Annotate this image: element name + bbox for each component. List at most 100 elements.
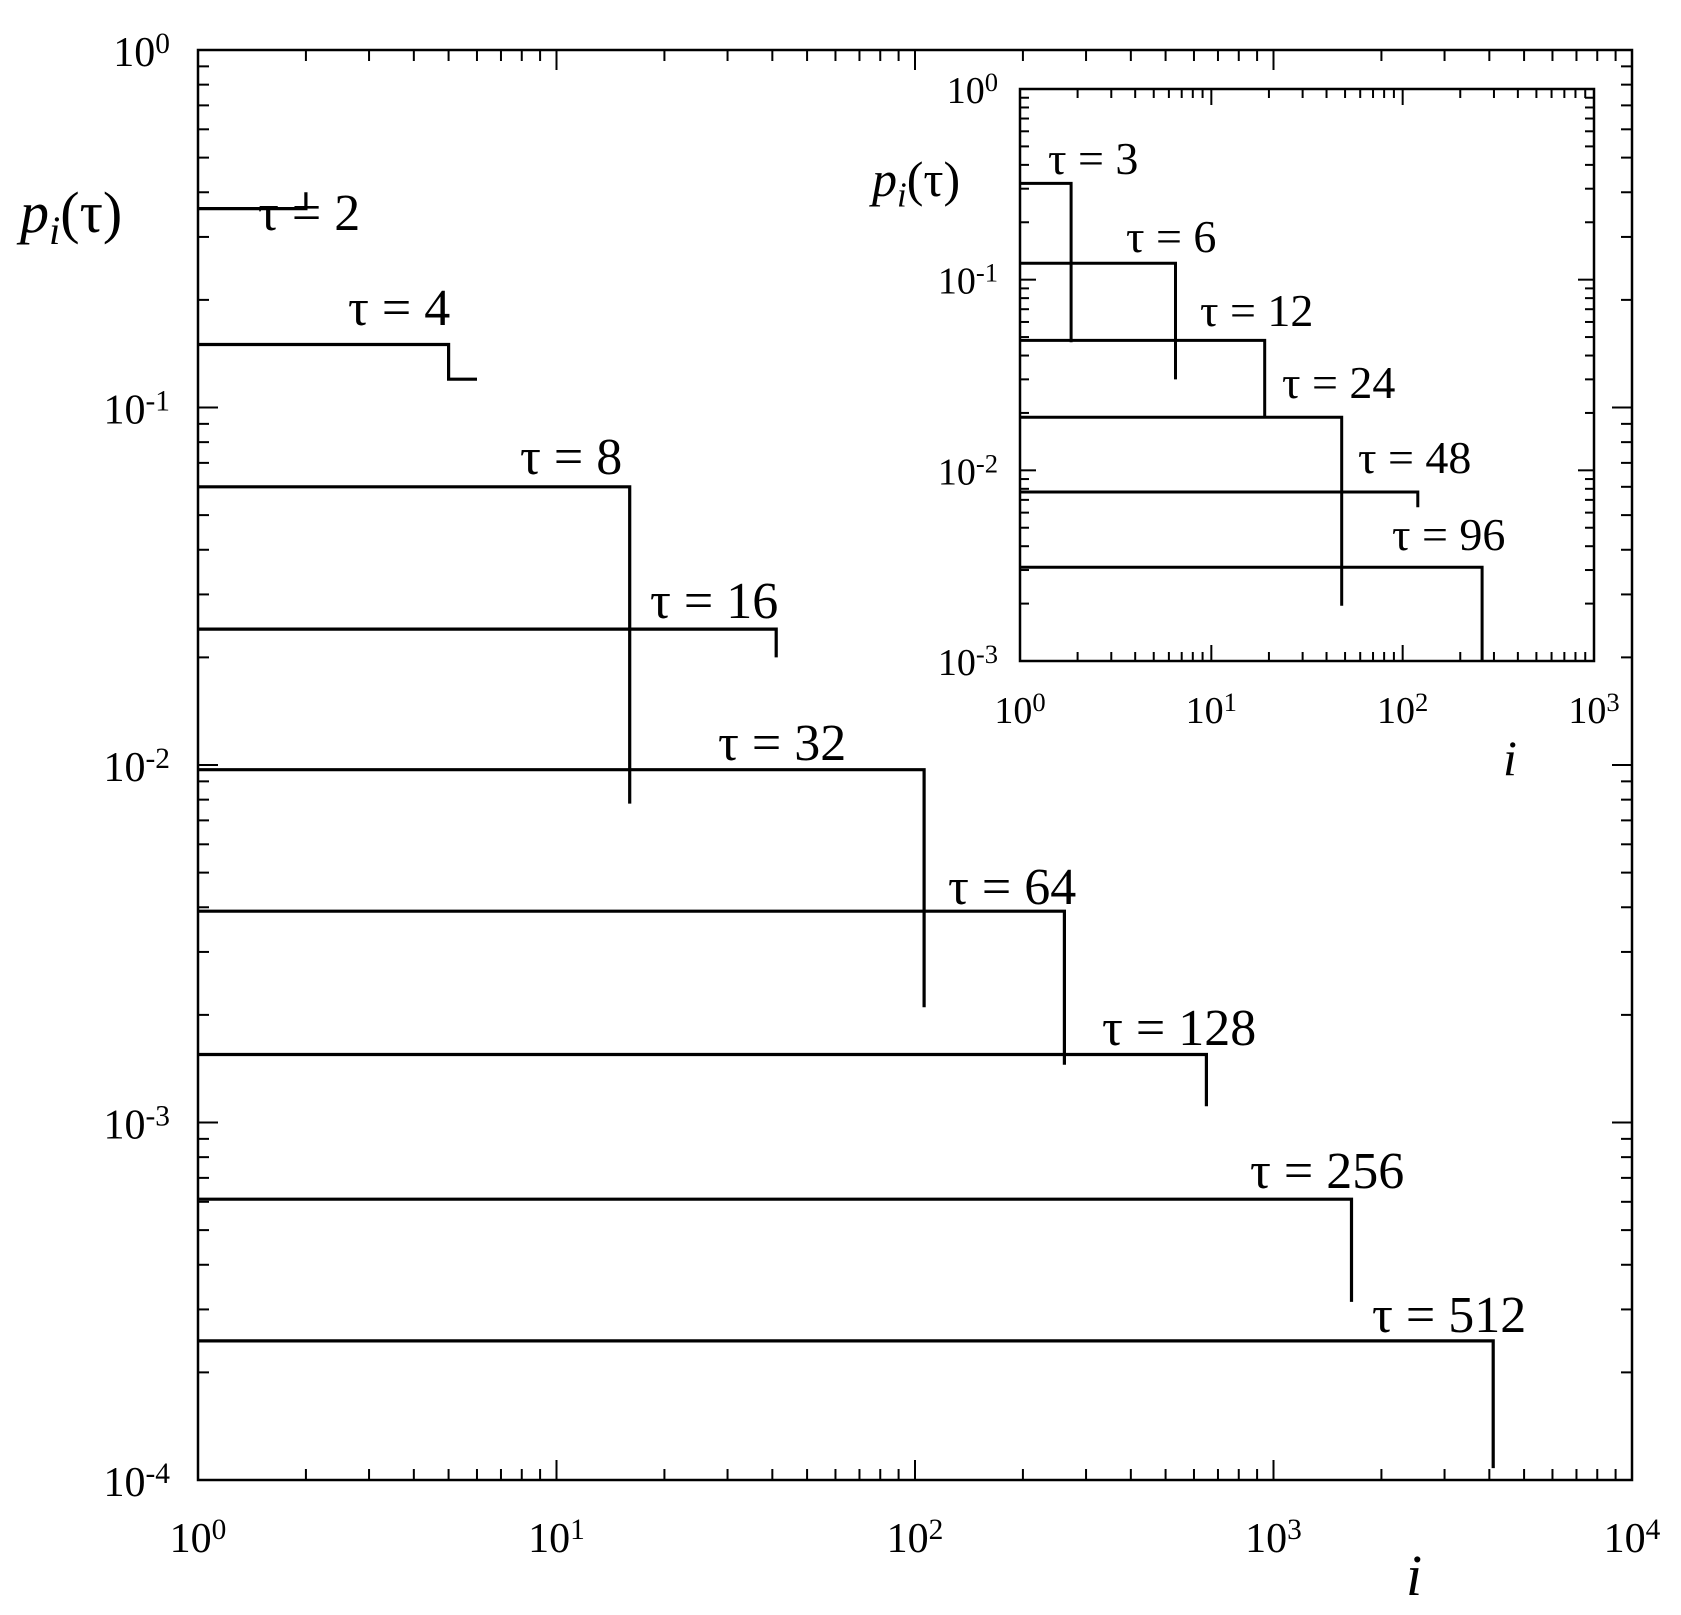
y-axis-title-main: p [869, 151, 897, 207]
series-label-8: τ = 256 [1250, 1143, 1404, 1200]
series-line-3 [198, 485, 632, 804]
y-tick-label: 10-2 [938, 448, 998, 493]
x-tick-label: 101 [1186, 687, 1237, 732]
y-tick-label-base: 10 [938, 451, 976, 493]
series-line-7 [198, 1052, 1208, 1107]
x-tick-label-exponent: 1 [570, 1514, 585, 1546]
x-tick-label-exponent: 3 [1287, 1514, 1302, 1546]
y-axis-title-subscript: i [49, 208, 60, 253]
series-label-7: τ = 128 [1102, 1000, 1256, 1057]
x-tick-label: 102 [887, 1514, 944, 1562]
series-label-3: τ = 12 [1200, 285, 1313, 336]
x-tick-label-base: 10 [887, 1516, 929, 1562]
x-tick-label-exponent: 0 [212, 1514, 227, 1546]
y-tick-label-exponent: -4 [146, 1458, 171, 1490]
y-axis-title-subscript: i [897, 176, 907, 215]
x-tick-label: 101 [528, 1514, 585, 1562]
y-tick-label-base: 10 [104, 745, 146, 791]
series-label-5: τ = 32 [718, 715, 846, 772]
y-tick-label-base: 10 [938, 642, 976, 684]
x-tick-label-exponent: 3 [1606, 687, 1619, 717]
y-axis-title-tail: (τ) [907, 151, 960, 207]
series-label-5: τ = 48 [1358, 432, 1471, 483]
series-line-3 [1020, 338, 1267, 418]
series-label-6: τ = 64 [948, 859, 1076, 916]
x-tick-label: 103 [1245, 1514, 1302, 1562]
x-tick-label-exponent: 0 [1032, 687, 1045, 717]
x-axis-title: i [1406, 1543, 1422, 1608]
y-tick-label-base: 10 [104, 1460, 146, 1506]
x-tick-label-exponent: 2 [929, 1514, 944, 1546]
x-tick-label: 104 [1604, 1514, 1661, 1562]
x-tick-label-base: 10 [170, 1516, 212, 1562]
y-tick-label: 10-1 [938, 258, 998, 303]
x-tick-label-base: 10 [994, 690, 1032, 732]
series-line-8 [198, 1197, 1354, 1302]
x-tick-label-base: 10 [1568, 690, 1606, 732]
x-tick-label-exponent: 4 [1646, 1514, 1661, 1546]
y-tick-label: 10-2 [104, 743, 170, 791]
inset-ticks [1019, 88, 1595, 662]
x-axis-title: i [1503, 730, 1517, 786]
series-label-2: τ = 6 [1126, 211, 1216, 262]
x-tick-label-base: 10 [1186, 690, 1224, 732]
y-tick-label-exponent: -3 [146, 1100, 170, 1132]
series-label-6: τ = 96 [1392, 509, 1505, 560]
y-axis-title: pi(τ) [869, 151, 960, 215]
series-line-1 [198, 192, 308, 211]
y-tick-label-exponent: -1 [146, 385, 170, 417]
series-line-1 [1020, 181, 1073, 343]
x-tick-label: 100 [170, 1514, 227, 1562]
x-tick-label-exponent: 1 [1224, 687, 1237, 717]
series-line-5 [1020, 490, 1420, 508]
y-tick-label-base: 10 [104, 1103, 146, 1149]
series-label-3: τ = 8 [520, 429, 622, 486]
series-label-2: τ = 4 [348, 280, 450, 337]
y-axis-title-main: p [16, 180, 49, 245]
y-tick-label-exponent: 0 [985, 67, 998, 97]
y-tick-label-exponent: -2 [146, 743, 170, 775]
series-label-1: τ = 3 [1048, 133, 1138, 184]
y-tick-label-exponent: 0 [155, 28, 170, 60]
y-tick-label-base: 10 [104, 388, 146, 434]
x-tick-label-base: 10 [528, 1516, 570, 1562]
y-tick-label-exponent: -3 [976, 639, 998, 669]
x-tick-label-base: 10 [1604, 1516, 1646, 1562]
x-tick-label-base: 10 [1245, 1516, 1287, 1562]
series-label-4: τ = 16 [650, 573, 778, 630]
x-tick-label: 100 [994, 687, 1045, 732]
x-tick-label-base: 10 [1377, 690, 1415, 732]
series-label-1: τ = 2 [258, 185, 360, 242]
x-tick-label: 103 [1568, 687, 1619, 732]
inset-plot-frame [1018, 87, 1596, 663]
y-tick-label-base: 10 [938, 261, 976, 303]
series-line-4 [198, 627, 778, 658]
y-tick-label-exponent: -1 [976, 258, 998, 288]
series-label-4: τ = 24 [1282, 357, 1395, 408]
x-tick-label-exponent: 2 [1415, 687, 1428, 717]
series-line-5 [198, 768, 926, 1008]
y-tick-label-base: 10 [113, 30, 155, 76]
y-tick-label-exponent: -2 [976, 448, 998, 478]
series-label-9: τ = 512 [1372, 1287, 1526, 1344]
x-tick-label: 102 [1377, 687, 1428, 732]
y-axis-title-tail: (τ) [60, 180, 122, 245]
y-axis-title: pi(τ) [16, 180, 122, 253]
main-ticks [197, 49, 1633, 1481]
series-line-9 [198, 1339, 1495, 1469]
series-line-2 [1020, 261, 1177, 380]
main-plot-frame [196, 48, 1634, 1482]
y-tick-label: 100 [113, 28, 170, 76]
y-tick-label: 10-1 [104, 385, 170, 433]
series-line-2 [198, 342, 477, 381]
series-line-6 [1020, 565, 1484, 661]
main-plot: 100 101 102 103 10410010-110-210-310-4ipi(τ)… [16, 28, 1661, 1608]
series-line-4 [1020, 415, 1344, 606]
y-tick-label-base: 10 [947, 70, 985, 112]
y-tick-label: 10-3 [104, 1100, 170, 1148]
y-tick-label: 10-3 [938, 639, 998, 684]
y-tick-label: 10-4 [104, 1458, 171, 1506]
y-tick-label: 100 [947, 67, 998, 112]
